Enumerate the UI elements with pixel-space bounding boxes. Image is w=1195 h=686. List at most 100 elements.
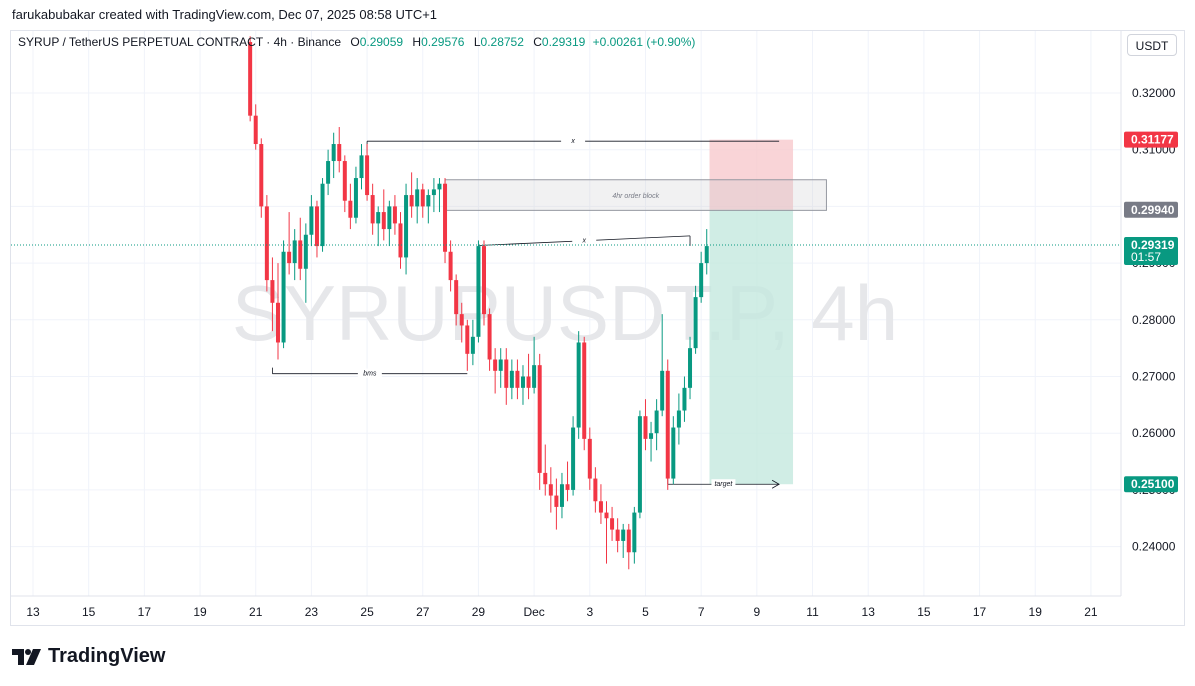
symbol-title[interactable]: SYRUP / TetherUS PERPETUAL CONTRACT · 4h…: [18, 35, 341, 49]
candle-up[interactable]: [571, 427, 576, 490]
candle-down[interactable]: [459, 314, 464, 326]
candle-up[interactable]: [387, 206, 392, 230]
candle-down[interactable]: [342, 161, 347, 201]
candle-up[interactable]: [520, 376, 525, 388]
tradingview-logo[interactable]: TradingView: [12, 645, 165, 668]
candle-down[interactable]: [259, 144, 264, 207]
x-mid-label: x: [581, 238, 586, 245]
time-tick-label: 17: [973, 605, 987, 619]
candle-down[interactable]: [615, 529, 620, 541]
candle-down[interactable]: [454, 280, 459, 315]
candle-up[interactable]: [431, 189, 436, 196]
candle-up[interactable]: [331, 144, 336, 162]
candle-down[interactable]: [287, 251, 292, 264]
candle-up[interactable]: [281, 251, 286, 343]
candle-up[interactable]: [676, 410, 681, 428]
candle-down[interactable]: [482, 246, 487, 315]
candle-up[interactable]: [632, 512, 637, 553]
candle-down[interactable]: [604, 512, 609, 519]
candle-up[interactable]: [437, 183, 442, 190]
time-tick-label: 23: [305, 605, 319, 619]
candle-up[interactable]: [699, 263, 704, 298]
candle-down[interactable]: [420, 189, 425, 207]
candle-up[interactable]: [621, 529, 626, 541]
candle-down[interactable]: [253, 115, 258, 145]
candle-down[interactable]: [593, 478, 598, 502]
candle-down[interactable]: [487, 314, 492, 360]
candle-up[interactable]: [660, 370, 665, 411]
currency-button[interactable]: USDT: [1127, 34, 1177, 56]
candle-down[interactable]: [515, 370, 520, 388]
candle-down[interactable]: [610, 518, 615, 530]
candle-down[interactable]: [398, 223, 403, 258]
candle-up[interactable]: [353, 178, 358, 218]
candle-up[interactable]: [476, 246, 481, 337]
candle-down[interactable]: [543, 472, 548, 485]
candle-up[interactable]: [326, 161, 331, 184]
stop-loss-zone[interactable]: [709, 139, 794, 210]
candle-up[interactable]: [509, 370, 514, 388]
candle-up[interactable]: [292, 240, 297, 264]
candle-down[interactable]: [370, 195, 375, 224]
candle-down[interactable]: [587, 438, 592, 479]
candle-down[interactable]: [548, 484, 553, 496]
price-label-text: 0.29940: [1131, 203, 1175, 217]
candle-down[interactable]: [298, 240, 303, 269]
candle-up[interactable]: [693, 297, 698, 349]
tradingview-logo-icon: [12, 648, 41, 665]
candle-up[interactable]: [654, 410, 659, 434]
candle-up[interactable]: [576, 342, 581, 428]
candle-up[interactable]: [688, 348, 693, 388]
candle-down[interactable]: [504, 359, 509, 388]
candle-up[interactable]: [649, 433, 654, 439]
candle-down[interactable]: [365, 155, 370, 196]
candle-down[interactable]: [448, 251, 453, 281]
time-tick-label: 25: [360, 605, 374, 619]
candle-down[interactable]: [598, 501, 603, 513]
take-profit-zone[interactable]: [709, 209, 794, 485]
candle-up[interactable]: [309, 206, 314, 235]
candle-down[interactable]: [348, 200, 353, 218]
candle-down[interactable]: [465, 325, 470, 354]
candle-down[interactable]: [554, 495, 559, 507]
candle-up[interactable]: [320, 183, 325, 247]
candle-up[interactable]: [637, 416, 642, 513]
candle-down[interactable]: [381, 212, 386, 230]
candle-down[interactable]: [392, 206, 397, 224]
candle-down[interactable]: [665, 370, 670, 479]
candle-down[interactable]: [537, 365, 542, 473]
candle-down[interactable]: [337, 144, 342, 162]
candle-down[interactable]: [270, 280, 275, 303]
low-label: L: [473, 35, 481, 49]
candle-up[interactable]: [470, 336, 475, 354]
candle-up[interactable]: [532, 365, 537, 388]
order-block-label: 4hr order block: [612, 193, 659, 200]
candle-down[interactable]: [565, 484, 570, 490]
candle-up[interactable]: [498, 359, 503, 371]
candle-up[interactable]: [376, 212, 381, 224]
candle-up[interactable]: [404, 195, 409, 258]
candle-up[interactable]: [671, 427, 676, 479]
candle-down[interactable]: [264, 206, 269, 281]
candle-up[interactable]: [415, 189, 420, 207]
candle-down[interactable]: [493, 359, 498, 371]
countdown-label-text: 01:57: [1131, 250, 1161, 264]
candle-up[interactable]: [559, 484, 564, 507]
candle-down[interactable]: [643, 416, 648, 439]
order-block-box[interactable]: [444, 179, 827, 211]
candle-up[interactable]: [704, 246, 709, 264]
candle-up[interactable]: [426, 195, 431, 207]
candle-down[interactable]: [275, 302, 280, 343]
time-tick-label: 5: [642, 605, 649, 619]
candle-down[interactable]: [248, 41, 253, 116]
candle-down[interactable]: [443, 183, 448, 252]
candle-down[interactable]: [409, 195, 414, 207]
candle-down[interactable]: [526, 376, 531, 388]
candle-up[interactable]: [682, 387, 687, 411]
candle-down[interactable]: [582, 342, 587, 439]
candle-down[interactable]: [626, 529, 631, 553]
candle-down[interactable]: [314, 206, 319, 247]
candle-up[interactable]: [359, 155, 364, 179]
candle-up[interactable]: [303, 234, 308, 269]
